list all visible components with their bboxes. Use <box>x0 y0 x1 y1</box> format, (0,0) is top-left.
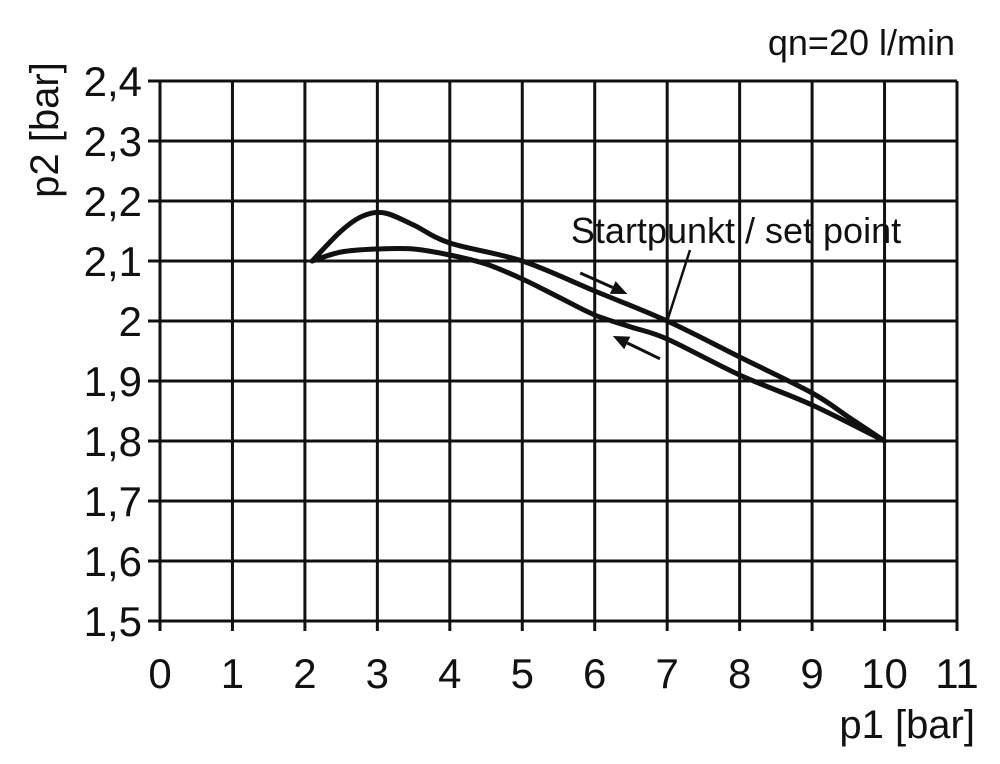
y-tick-label: 1,5 <box>84 598 142 645</box>
x-tick-labels: 0 1 2 3 4 5 6 7 8 9 10 11 <box>148 650 978 697</box>
x-tick-label: 7 <box>656 650 679 697</box>
y-tick-labels: 1,5 1,6 1,7 1,8 1,9 2 2,1 2,2 2,3 2,4 <box>84 58 142 645</box>
x-tick-label: 4 <box>438 650 461 697</box>
condition-label: qn=20 l/min <box>768 22 955 63</box>
x-tick-label: 6 <box>583 650 606 697</box>
x-axis-label: p1 [bar] <box>839 703 975 747</box>
y-tick-label: 1,7 <box>84 478 142 525</box>
y-tick-label: 2 <box>119 298 142 345</box>
annotation-label: Startpunkt / set point <box>571 210 901 251</box>
y-tick-label: 2,4 <box>84 58 142 105</box>
y-tick-label: 1,8 <box>84 418 142 465</box>
x-tick-label: 3 <box>366 650 389 697</box>
series-line-2 <box>309 245 888 444</box>
arrow-decreasing-shaft <box>626 341 661 361</box>
x-tick-label: 2 <box>293 650 316 697</box>
y-tick-label: 1,6 <box>84 538 142 585</box>
grid <box>148 79 959 631</box>
arrow-decreasing-head <box>612 336 631 350</box>
annotation-leader-line <box>665 249 692 322</box>
arrow-increasing-shaft <box>579 271 614 289</box>
x-tick-label: 8 <box>728 650 751 697</box>
y-tick-label: 2,3 <box>84 118 142 165</box>
series-group <box>309 209 888 444</box>
series-line-1 <box>309 209 888 444</box>
x-tick-label: 1 <box>221 650 244 697</box>
x-tick-label: 9 <box>800 650 823 697</box>
direction-arrows <box>579 271 661 361</box>
arrow-increasing-head <box>609 281 628 294</box>
y-tick-label: 2,1 <box>84 238 142 285</box>
y-tick-label: 1,9 <box>84 358 142 405</box>
x-tick-label: 10 <box>861 650 908 697</box>
x-tick-label: 11 <box>935 650 979 697</box>
x-tick-label: 0 <box>148 650 171 697</box>
x-tick-label: 5 <box>511 650 534 697</box>
y-tick-label: 2,2 <box>84 178 142 225</box>
y-axis-label: p2 [bar] <box>23 62 67 198</box>
